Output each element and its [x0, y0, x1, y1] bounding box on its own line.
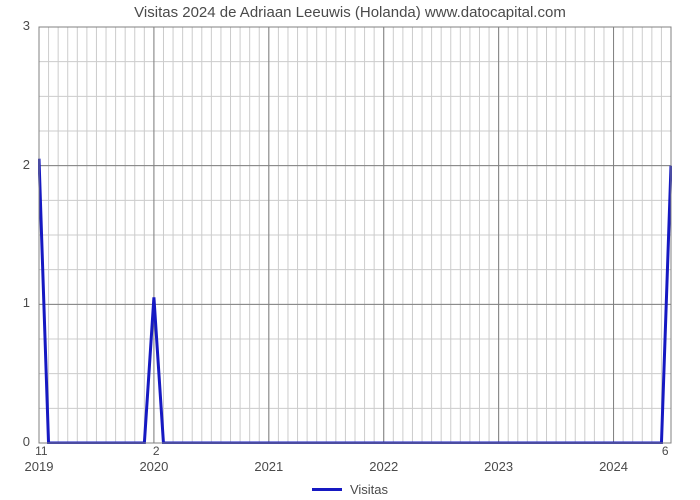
x-tick-label: 2022 [369, 459, 398, 474]
chart-plot [38, 26, 672, 444]
legend-swatch [312, 488, 342, 491]
legend-label: Visitas [350, 482, 388, 497]
x-tick-label: 2023 [484, 459, 513, 474]
y-tick-label: 2 [23, 157, 30, 172]
x-tick-label: 2021 [254, 459, 283, 474]
legend-item-visitas: Visitas [312, 482, 388, 497]
chart-legend: Visitas [0, 478, 700, 497]
chart-container: Visitas 2024 de Adriaan Leeuwis (Holanda… [0, 0, 700, 500]
x-secondary-label: 6 [662, 444, 669, 458]
y-tick-label: 3 [23, 18, 30, 33]
x-secondary-label: 2 [153, 444, 160, 458]
x-tick-label: 2020 [139, 459, 168, 474]
y-tick-label: 0 [23, 434, 30, 449]
chart-title: Visitas 2024 de Adriaan Leeuwis (Holanda… [0, 4, 700, 21]
x-tick-label: 2019 [25, 459, 54, 474]
x-secondary-label: 11 [35, 444, 47, 458]
y-tick-label: 1 [23, 295, 30, 310]
x-tick-label: 2024 [599, 459, 628, 474]
